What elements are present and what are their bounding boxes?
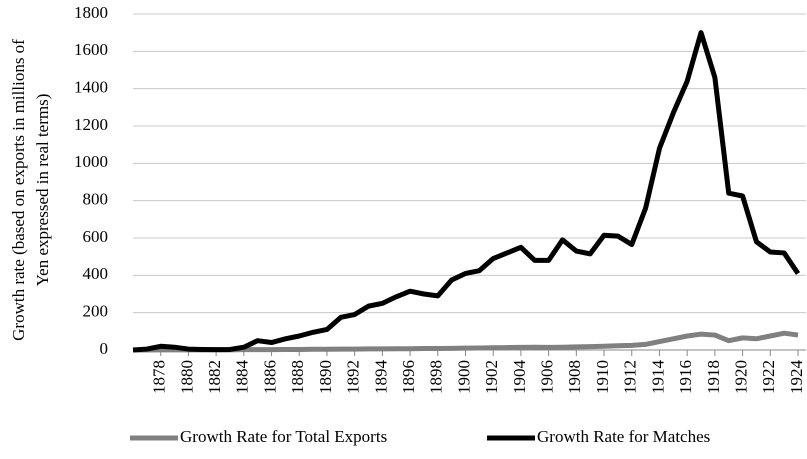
x-tick-label: 1906 [538,360,557,394]
x-tick-label: 1920 [731,360,750,394]
legend-label: Growth Rate for Matches [537,427,710,446]
x-tick-label: 1884 [233,360,252,395]
x-tick-label: 1890 [316,360,335,394]
y-tick-label: 0 [100,339,109,358]
x-tick-label: 1896 [399,360,418,394]
y-tick-label: 200 [83,302,109,321]
x-tick-label: 1910 [593,360,612,394]
y-axis-title: Growth rate (based on exports in million… [9,39,28,341]
x-tick-label: 1922 [759,360,778,394]
x-tick-label: 1878 [150,360,169,394]
x-tick-label: 1882 [205,360,224,394]
y-axis-title: Yen expressed in real terms) [33,94,52,287]
x-tick-label: 1894 [371,360,390,395]
x-tick-label: 1908 [565,360,584,394]
x-tick-label: 1916 [676,360,695,394]
legend-label: Growth Rate for Total Exports [180,427,387,446]
x-tick-label: 1924 [787,360,806,395]
x-tick-label: 1892 [344,360,363,394]
x-tick-label: 1900 [454,360,473,394]
y-tick-label: 1000 [74,152,108,171]
x-tick-label: 1902 [482,360,501,394]
x-tick-label: 1914 [648,360,667,395]
x-tick-label: 1912 [621,360,640,394]
x-tick-label: 1898 [427,360,446,394]
x-tick-label: 1888 [288,360,307,394]
x-tick-label: 1918 [704,360,723,394]
x-tick-label: 1880 [177,360,196,394]
x-tick-label: 1886 [260,360,279,394]
y-tick-label: 400 [83,264,109,283]
x-tick-label: 1904 [510,360,529,395]
y-tick-label: 1600 [74,40,108,59]
y-tick-label: 1400 [74,78,108,97]
y-tick-label: 1800 [74,3,108,22]
y-tick-label: 1200 [74,115,108,134]
y-tick-label: 600 [83,227,109,246]
line-series [132,30,801,353]
y-tick-label: 800 [83,190,109,209]
